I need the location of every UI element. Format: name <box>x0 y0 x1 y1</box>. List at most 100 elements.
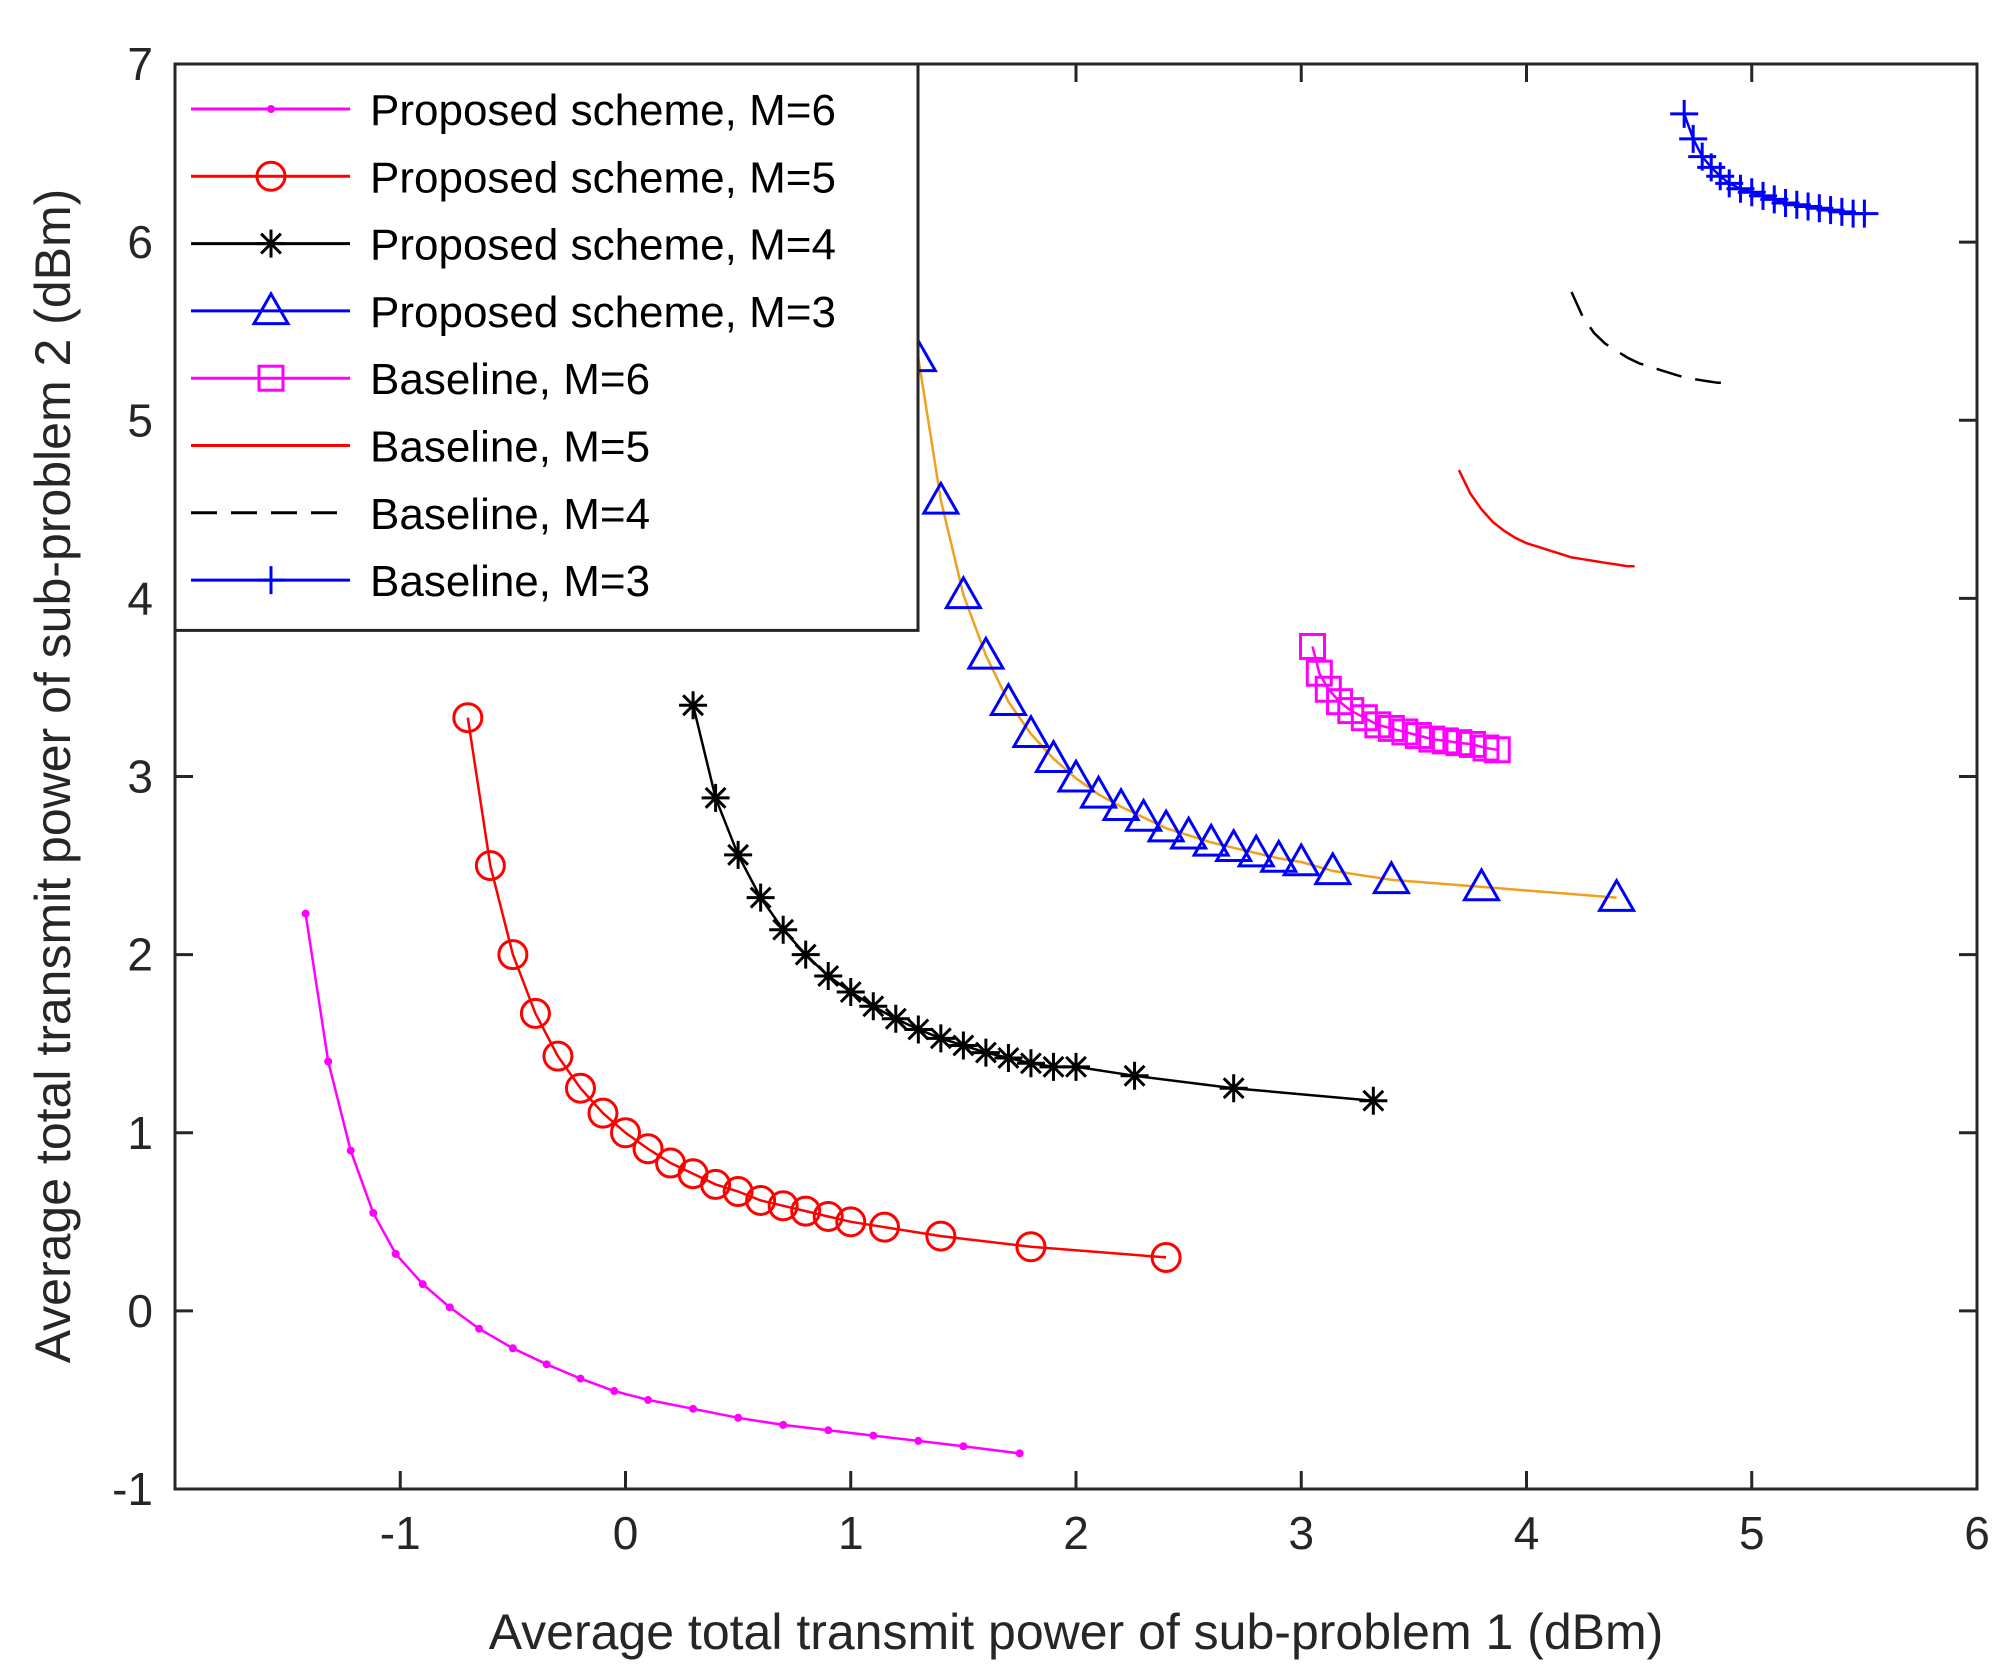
series-4-point-5 <box>1350 704 1378 732</box>
legend-marker-4 <box>257 364 285 392</box>
series-3-point-4 <box>988 681 1029 716</box>
series-2-point-18 <box>1120 1061 1149 1090</box>
series-3-point-9 <box>1101 786 1141 822</box>
series-7-point-17 <box>1850 199 1879 228</box>
series-1-point-0 <box>452 702 484 734</box>
legend-label-3: Proposed scheme, M=3 <box>370 288 836 337</box>
series-7-point-13 <box>1805 194 1834 223</box>
series-3-point-17 <box>1281 841 1321 877</box>
series-0-point-7 <box>475 1324 484 1333</box>
x-tick-label-3: 2 <box>1063 1507 1089 1559</box>
y-tick-label-5: 4 <box>127 572 153 624</box>
series-2-point-17 <box>1062 1052 1090 1081</box>
legend-label-2: Proposed scheme, M=4 <box>370 221 836 270</box>
legend-entry-7: Baseline, M=3 <box>191 557 650 606</box>
series-7-point-1 <box>1679 124 1708 153</box>
series-1-point-6 <box>587 1097 619 1129</box>
series-0-point-8 <box>508 1344 517 1353</box>
series-4-point-12 <box>1445 729 1473 757</box>
series-4-point-9 <box>1404 722 1432 750</box>
series-0-point-4 <box>391 1249 400 1258</box>
series-3-point-15 <box>1236 833 1276 868</box>
series-0-point-11 <box>610 1387 619 1396</box>
series-1-point-4 <box>542 1040 574 1072</box>
series-7-point-15 <box>1827 197 1856 226</box>
series-7-point-10 <box>1771 188 1800 217</box>
series-4-point-6 <box>1364 711 1392 739</box>
series-3-point-1 <box>921 480 961 515</box>
series-4-point-0 <box>1299 632 1327 660</box>
series-0-point-6 <box>445 1303 454 1312</box>
series-0-point-10 <box>576 1374 585 1383</box>
series-0-point-19 <box>959 1442 968 1451</box>
legend-entry-3: Proposed scheme, M=3 <box>191 288 836 337</box>
series-7-point-14 <box>1816 196 1845 225</box>
series-0-point-0 <box>301 909 310 918</box>
legend-entry-5: Baseline, M=5 <box>191 423 650 472</box>
legend-marker-7 <box>257 566 285 595</box>
series-3-point-16 <box>1259 838 1299 873</box>
series-2-point-5 <box>791 940 820 969</box>
series-2-point-7 <box>836 978 865 1007</box>
series-4-point-1 <box>1305 659 1333 687</box>
series-0-point-12 <box>644 1395 653 1404</box>
series-4-point-7 <box>1377 714 1405 742</box>
legend-label-7: Baseline, M=3 <box>370 557 650 606</box>
y-tick-label-8: 7 <box>127 38 153 90</box>
series-0-point-2 <box>346 1146 355 1155</box>
series-3-point-14 <box>1214 827 1254 862</box>
legend-marker-0 <box>267 105 275 113</box>
series-4 <box>1299 632 1511 764</box>
series-7-point-7 <box>1737 178 1766 207</box>
series-0-point-15 <box>779 1420 788 1429</box>
series-3-point-8 <box>1078 774 1119 809</box>
series-0-point-3 <box>369 1208 378 1217</box>
series-7-point-6 <box>1726 174 1755 203</box>
series-line-6 <box>1570 291 1725 385</box>
series-0-point-13 <box>689 1404 698 1413</box>
series-2-point-9 <box>881 1004 910 1033</box>
legend-entry-6: Baseline, M=4 <box>191 490 650 539</box>
legend-box <box>173 62 920 632</box>
legend-label-6: Baseline, M=4 <box>370 490 650 539</box>
series-1-point-17 <box>835 1206 867 1238</box>
series-0-point-5 <box>418 1280 427 1289</box>
series-layer <box>301 99 1879 1458</box>
legend-marker-1 <box>255 160 287 192</box>
series-0-point-9 <box>542 1360 551 1369</box>
x-tick-label-1: 0 <box>613 1507 639 1559</box>
series-0-point-14 <box>734 1413 743 1422</box>
y-axis-label: Average total transmit power of sub-prob… <box>25 189 81 1364</box>
series-2-point-19 <box>1219 1074 1248 1103</box>
series-1-point-19 <box>925 1220 957 1252</box>
x-tick-label-2: 1 <box>838 1507 864 1559</box>
series-1-point-20 <box>1015 1231 1047 1263</box>
series-line-2 <box>691 704 1374 1102</box>
legend-marker-3 <box>251 290 291 326</box>
series-1-point-13 <box>745 1184 777 1216</box>
series-1-point-18 <box>869 1211 901 1243</box>
x-tick-label-4: 3 <box>1288 1507 1314 1559</box>
y-tick-label-0: -1 <box>112 1463 153 1515</box>
y-tick-label-1: 0 <box>127 1285 153 1337</box>
series-3-point-21 <box>1597 877 1637 912</box>
series-0-point-20 <box>1015 1449 1024 1458</box>
series-2-point-6 <box>814 962 843 990</box>
series-2-point-12 <box>949 1031 978 1060</box>
series-4-point-11 <box>1431 727 1459 755</box>
series-3-point-19 <box>1371 859 1411 895</box>
series-line-3 <box>917 357 1617 899</box>
legend-entry-0: Proposed scheme, M=6 <box>191 86 836 135</box>
series-2-point-15 <box>1016 1049 1045 1078</box>
series-3-point-5 <box>1011 713 1051 748</box>
series-line-4 <box>1311 646 1498 752</box>
series-2-point-4 <box>769 915 798 944</box>
series-1-point-11 <box>700 1168 732 1200</box>
series-7-point-12 <box>1794 192 1823 221</box>
series-3-point-13 <box>1191 822 1231 857</box>
x-tick-label-7: 6 <box>1964 1507 1990 1559</box>
series-4-point-10 <box>1418 725 1446 753</box>
series-2-point-16 <box>1039 1052 1068 1081</box>
series-3-point-2 <box>943 574 983 610</box>
series-7-point-5 <box>1715 169 1744 198</box>
